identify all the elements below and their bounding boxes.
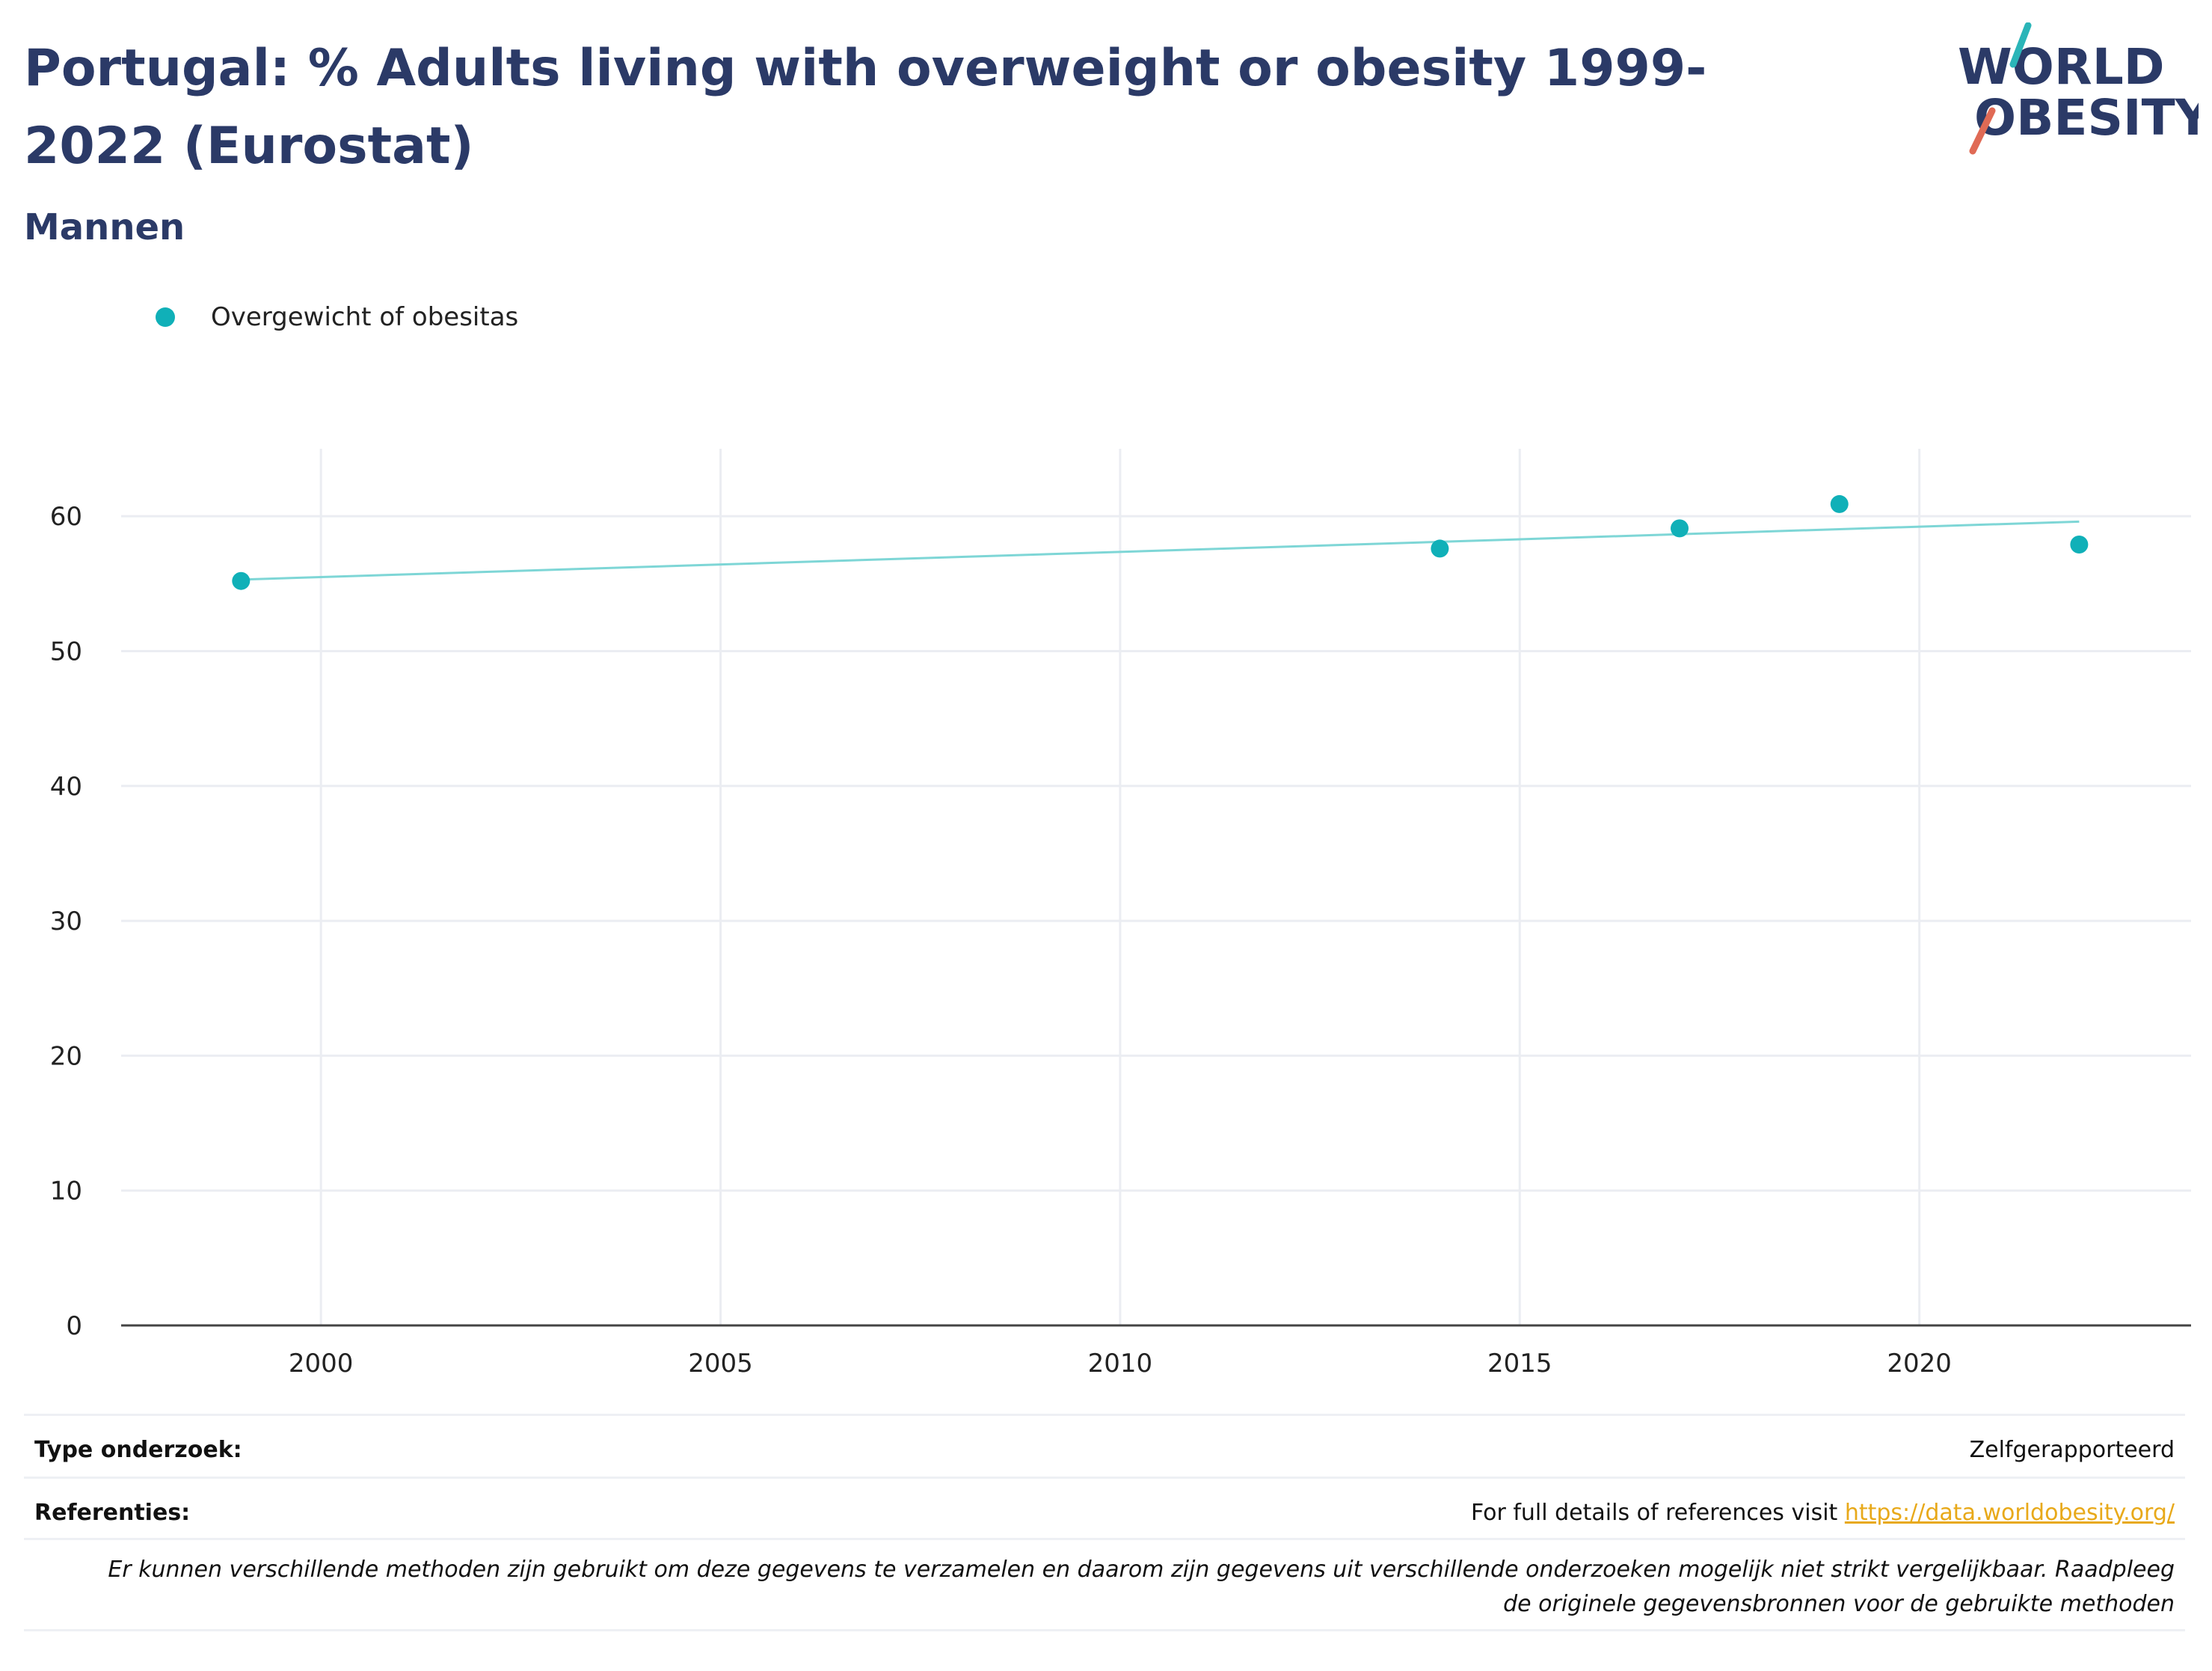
logo-slash-top xyxy=(2009,22,2032,68)
ref-value: For full details of references visit htt… xyxy=(1471,1500,2185,1526)
x-tick-label: 2015 xyxy=(1487,1349,1552,1379)
axes: 0 10 20 30 40 50 60 2000 2005 2010 2015 2020 xyxy=(50,502,2191,1379)
data-point[interactable] xyxy=(1431,539,1449,558)
x-tick-label: 2020 xyxy=(1887,1349,1952,1379)
data-points xyxy=(232,494,2089,590)
logo-line1: WORLD xyxy=(1958,38,2165,96)
legend-marker xyxy=(156,307,175,327)
scatter-chart: 0 10 20 30 40 50 60 2000 2005 2010 2015 2020 xyxy=(50,449,2191,1379)
logo-line2: OBESITY xyxy=(1974,89,2199,147)
y-tick-label: 30 xyxy=(50,907,82,936)
footer-type-row: Type onderzoek: Zelfgerapporteerd xyxy=(24,1435,2185,1465)
y-tick-label: 60 xyxy=(50,502,82,532)
ref-text: For full details of references visit xyxy=(1470,1499,1838,1526)
legend-label: Overgewicht of obesitas xyxy=(211,302,519,332)
footer-note: Er kunnen verschillende methoden zijn ge… xyxy=(24,1553,2185,1622)
ref-link[interactable]: https://data.worldobesity.org/ xyxy=(1844,1499,2175,1526)
footer-ref-row: Referenties: For full details of referen… xyxy=(24,1497,2185,1527)
trendline-group xyxy=(241,520,2080,581)
y-tick-label: 40 xyxy=(50,772,82,802)
x-tick-label: 2010 xyxy=(1088,1349,1153,1379)
ref-key: Referenties: xyxy=(34,1499,191,1526)
chart-title: Portugal: % Adults living with overweigh… xyxy=(24,39,1707,176)
type-value: Zelfgerapporteerd xyxy=(1969,1436,2175,1463)
y-tick-label: 50 xyxy=(50,637,82,666)
data-point[interactable] xyxy=(1830,494,1849,513)
world-obesity-logo: WORLD OBESITY xyxy=(1958,22,2199,155)
data-point[interactable] xyxy=(1671,519,1689,538)
trendline xyxy=(241,520,2080,581)
data-point[interactable] xyxy=(2070,536,2089,554)
legend: Overgewicht of obesitas xyxy=(156,302,518,332)
chart-subtitle: Mannen xyxy=(24,206,185,248)
x-tick-label: 2005 xyxy=(688,1349,753,1379)
y-tick-label: 0 xyxy=(66,1311,82,1341)
note-line-1: Er kunnen verschillende methoden zijn ge… xyxy=(108,1557,2175,1583)
y-tick-label: 20 xyxy=(50,1041,82,1071)
type-key: Type onderzoek: xyxy=(34,1436,242,1463)
x-tick-label: 2000 xyxy=(289,1349,354,1379)
y-tick-label: 10 xyxy=(50,1177,82,1207)
logo-slash-bottom xyxy=(1969,107,1996,155)
grid xyxy=(121,449,2191,1325)
note-line-2: de originele gegevensbronnen voor de geb… xyxy=(1503,1591,2175,1617)
data-point[interactable] xyxy=(232,571,251,590)
